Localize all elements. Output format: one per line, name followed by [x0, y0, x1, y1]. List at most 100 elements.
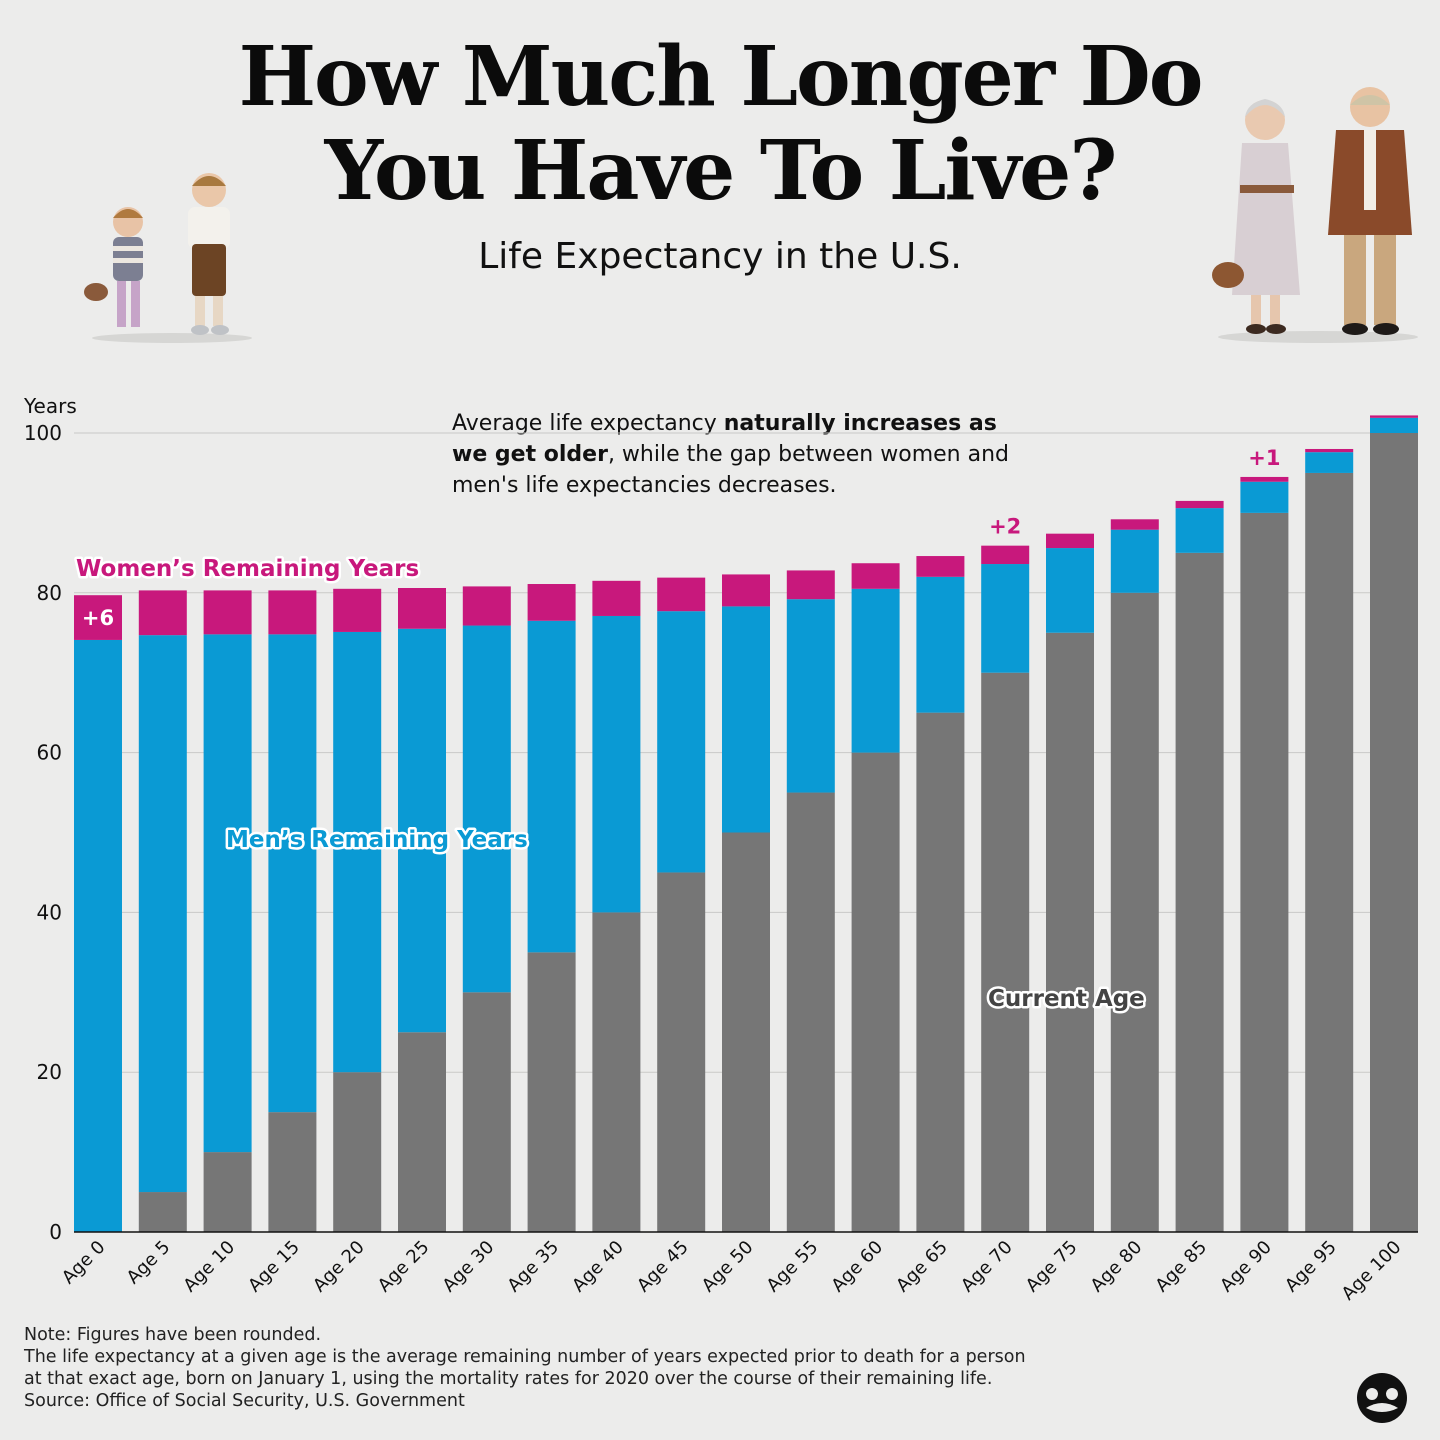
x-tick-label: Age 55 — [763, 1237, 823, 1297]
bar-current-age — [203, 1152, 252, 1232]
bar-women-remaining — [203, 590, 252, 635]
bar-current-age — [1240, 512, 1289, 1232]
bar-men-remaining — [1110, 529, 1159, 593]
bar-men-remaining — [138, 635, 187, 1193]
bar-women-remaining — [333, 588, 382, 632]
logo-icon — [1357, 1373, 1407, 1423]
bar-men-remaining — [1175, 508, 1224, 553]
bar-current-age — [333, 1072, 382, 1232]
bar-current-age — [657, 872, 706, 1232]
bar-current-age — [722, 832, 770, 1232]
bar-current-age — [138, 1192, 187, 1232]
bar-women-remaining — [74, 595, 122, 640]
bar-current-age — [916, 712, 965, 1232]
gap-annotation: +6 — [82, 606, 114, 630]
y-tick-label: 0 — [49, 1220, 62, 1244]
bar-women-remaining — [592, 580, 641, 616]
bar-current-age — [851, 752, 900, 1232]
bar-current-age — [398, 1032, 446, 1232]
bar-men-remaining — [203, 634, 252, 1153]
bar-men-remaining — [916, 576, 965, 713]
elderly-couple-figurines — [1212, 87, 1418, 343]
bar-women-remaining — [268, 590, 317, 635]
y-tick-label: 20 — [37, 1060, 62, 1084]
bar-current-age — [527, 952, 576, 1232]
y-tick-label: 60 — [37, 741, 62, 765]
bar-current-age — [1370, 433, 1418, 1232]
x-tick-label: Age 40 — [568, 1237, 628, 1297]
bar-men-remaining — [268, 634, 317, 1113]
x-tick-label: Age 85 — [1151, 1237, 1211, 1297]
x-tick-label: Age 60 — [827, 1237, 887, 1297]
bar-women-remaining — [981, 545, 1030, 565]
annotation-bold-text: naturally increases as we get older — [452, 411, 997, 467]
x-tick-label: Age 65 — [892, 1237, 952, 1297]
bar-current-age — [592, 912, 641, 1232]
x-tick-label: Age 30 — [439, 1237, 499, 1297]
source-line: Source: Office of Social Security, U.S. … — [24, 1391, 465, 1411]
page-subtitle: Life Expectancy in the U.S. — [478, 236, 962, 277]
legend-men-remaining: Men’s Remaining Years — [226, 827, 528, 853]
bar-current-age — [268, 1112, 317, 1232]
bar-men-remaining — [722, 606, 770, 833]
footnotes: Note: Figures have been rounded. The lif… — [24, 1324, 1124, 1412]
note-line: Note: Figures have been rounded. — [24, 1325, 322, 1345]
title-line-2: You Have To Live? — [324, 123, 1118, 219]
x-tick-label: Age 5 — [123, 1237, 175, 1289]
bar-men-remaining — [527, 620, 576, 953]
gap-annotation: +1 — [1248, 446, 1280, 470]
bar-men-remaining — [333, 631, 382, 1073]
x-tick-label: Age 35 — [503, 1237, 563, 1297]
bar-men-remaining — [1046, 548, 1094, 633]
x-tick-label: Age 100 — [1338, 1237, 1406, 1305]
bar-current-age — [786, 792, 835, 1232]
bar-women-remaining — [1175, 500, 1224, 509]
bar-men-remaining — [1305, 452, 1354, 473]
x-tick-label: Age 95 — [1281, 1237, 1341, 1297]
bar-men-remaining — [1370, 417, 1418, 433]
note-line: at that exact age, born on January 1, us… — [24, 1369, 993, 1389]
x-tick-label: Age 50 — [698, 1237, 758, 1297]
x-tick-label: Age 80 — [1087, 1237, 1147, 1297]
bar-men-remaining — [74, 639, 122, 1232]
bar-current-age — [1305, 472, 1354, 1232]
annotation-text-2: , while the gap between women and men's … — [452, 442, 1009, 498]
bar-women-remaining — [786, 570, 835, 600]
bar-men-remaining — [851, 588, 900, 753]
bar-men-remaining — [1240, 481, 1289, 513]
bar-women-remaining — [1305, 448, 1354, 453]
x-tick-label: Age 25 — [374, 1237, 434, 1297]
bar-women-remaining — [138, 590, 187, 636]
bar-women-remaining — [916, 556, 965, 577]
bar-men-remaining — [786, 599, 835, 793]
bar-current-age — [1046, 632, 1094, 1232]
bar-men-remaining — [592, 615, 641, 913]
x-tick-label: Age 0 — [58, 1237, 110, 1289]
bar-women-remaining — [1110, 519, 1159, 530]
x-tick-label: Age 70 — [957, 1237, 1017, 1297]
children-figurines — [84, 173, 252, 343]
bar-women-remaining — [657, 577, 706, 612]
bar-women-remaining — [527, 584, 576, 621]
bar-current-age — [462, 992, 511, 1232]
gap-annotation: +2 — [989, 515, 1021, 539]
note-line: The life expectancy at a given age is th… — [24, 1347, 1026, 1367]
y-tick-label: 100 — [24, 421, 62, 445]
bar-current-age — [1175, 552, 1224, 1232]
bar-women-remaining — [462, 586, 511, 626]
bar-men-remaining — [398, 628, 446, 1033]
y-tick-label: 40 — [37, 900, 62, 924]
y-tick-label: 80 — [37, 581, 62, 605]
chart-annotation: Average life expectancy naturally increa… — [452, 408, 1012, 501]
x-tick-label: Age 45 — [633, 1237, 693, 1297]
x-tick-label: Age 10 — [179, 1237, 239, 1297]
bar-women-remaining — [1370, 415, 1418, 418]
bar-men-remaining — [462, 625, 511, 993]
x-tick-label: Age 15 — [244, 1237, 304, 1297]
page-title: How Much Longer Do You Have To Live? — [0, 30, 1440, 218]
x-tick-label: Age 20 — [309, 1237, 369, 1297]
annotation-text-1: Average life expectancy — [452, 411, 724, 436]
bar-women-remaining — [722, 574, 770, 607]
x-tick-label: Age 75 — [1022, 1237, 1082, 1297]
bar-women-remaining — [851, 563, 900, 589]
